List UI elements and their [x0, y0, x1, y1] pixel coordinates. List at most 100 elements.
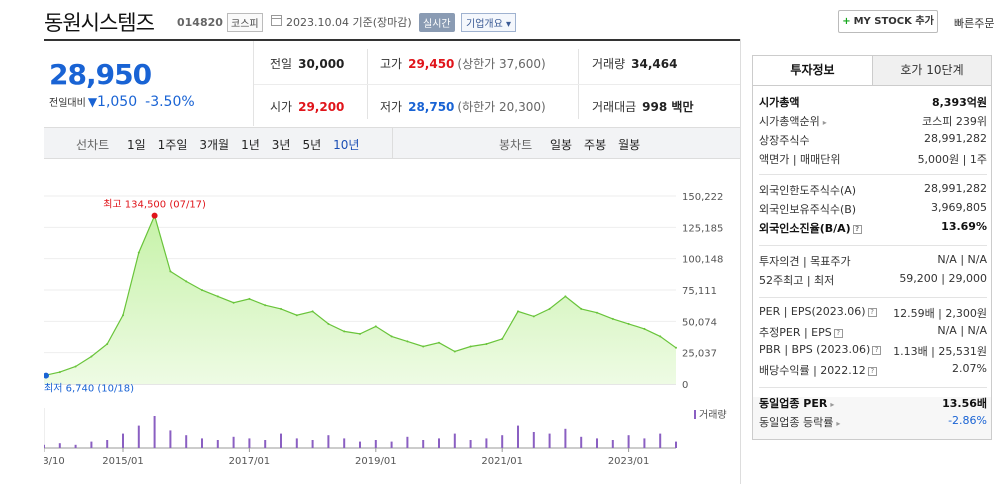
info-value: 13.69% — [941, 220, 987, 233]
info-row: 동일업종 PER ▸ 13.56배 — [759, 395, 987, 413]
volume-bar — [406, 436, 409, 448]
candle-option-0[interactable]: 일봉 — [549, 138, 573, 152]
stat-volume: 거래량 34,464 — [592, 57, 678, 71]
candle-option-1[interactable]: 주봉 — [584, 138, 607, 152]
price-point — [643, 327, 646, 330]
price-chart[interactable]: 150,222 125,185 100,148 75,111 50,074 25,037 0… — [44, 160, 740, 484]
candle-chart-options: 봉차트 일봉 주봉 월봉 — [499, 136, 652, 153]
price-point — [216, 295, 219, 298]
candle-option-2[interactable]: 월봉 — [618, 138, 641, 152]
volume-bar — [501, 435, 504, 448]
info-row: 배당수익률 | 2022.12? 2.07% — [759, 362, 987, 380]
price-point — [169, 270, 172, 273]
volume-bar — [106, 440, 109, 448]
price-point — [659, 335, 662, 338]
info-row: 액면가 | 매매단위 5,000원 | 1주 — [759, 151, 987, 169]
price-point — [580, 307, 583, 310]
info-row: 시가총액순위 ▸ 코스피 239위 — [759, 113, 987, 131]
volume-bar — [611, 440, 614, 448]
change-label: 전일대비 — [49, 98, 86, 109]
info-value: N/A | N/A — [937, 324, 987, 337]
info-row: 외국인보유주식수(B) 3,969,805 — [759, 201, 987, 219]
price-point — [106, 343, 109, 345]
period-option-2[interactable]: 3개월 — [199, 138, 230, 152]
volume-bar — [264, 440, 267, 448]
info-value: 1.13배 | 25,531원 — [893, 345, 987, 358]
info-row: 동일업종 등락률 ▸ -2.86% — [759, 414, 987, 432]
stock-code: 014820 — [177, 16, 223, 29]
caret-right-icon[interactable]: ▸ — [830, 400, 835, 409]
x-tick-label: 2019/01 — [355, 456, 397, 467]
volume-bar — [438, 438, 440, 448]
info-divider — [759, 174, 987, 175]
volume-bar — [675, 441, 677, 448]
info-key: 동일업종 PER ▸ — [759, 397, 835, 410]
price-point — [548, 307, 551, 310]
price-point — [532, 315, 535, 318]
y-tick-label: 150,222 — [682, 192, 723, 203]
price-point — [359, 332, 361, 335]
tab-invest-info[interactable]: 투자정보 — [753, 56, 872, 85]
period-option-1[interactable]: 1주일 — [157, 138, 188, 152]
market-badge: 코스피 — [227, 13, 263, 32]
header-divider — [44, 39, 740, 41]
period-option-6[interactable]: 10년 — [333, 138, 360, 152]
help-icon[interactable]: ? — [852, 224, 862, 234]
info-key: PER | EPS(2023.06)? — [759, 305, 877, 318]
period-selector: 선차트 1일 1주일 3개월 1년 3년 5년 10년 봉차트 일봉 주봉 월봉 — [44, 127, 740, 159]
info-row: 외국인한도주식수(A) 28,991,282 — [759, 182, 987, 200]
volume-legend: 거래량 — [699, 409, 727, 421]
caret-right-icon[interactable]: ▸ — [822, 118, 827, 127]
invest-info-panel: 시가총액 8,393억원 시가총액순위 ▸ 코스피 239위 상장주식수 28,991,28… — [752, 86, 992, 440]
tab-quote-10[interactable]: 호가 10단계 — [872, 56, 991, 85]
info-row: 투자의견 | 목표주가 N/A | N/A — [759, 253, 987, 271]
price-point — [201, 289, 203, 292]
volume-bar — [185, 435, 188, 448]
max-label: 최고 134,500 (07/17) — [103, 199, 206, 211]
volume-bar — [548, 433, 551, 448]
price-point — [311, 310, 314, 313]
stat-open: 시가 29,200 — [270, 100, 345, 114]
company-info-dropdown[interactable]: 기업개요 ▾ — [461, 13, 516, 32]
realtime-button[interactable]: 실시간 — [419, 13, 455, 32]
price-point — [675, 346, 677, 349]
x-tick-label: 2013/10 — [44, 456, 65, 467]
volume-bar — [390, 441, 393, 448]
price-point — [596, 311, 598, 314]
change-percent: -3.50% — [145, 94, 195, 110]
help-icon[interactable]: ? — [867, 366, 877, 376]
info-key: 상장주식수 — [759, 134, 810, 147]
info-value: 13.56배 — [942, 397, 987, 410]
price-point — [422, 345, 425, 348]
period-option-4[interactable]: 3년 — [271, 138, 291, 152]
info-value: 2.07% — [952, 362, 987, 375]
info-value: 28,991,282 — [924, 132, 987, 145]
help-icon[interactable]: ? — [867, 307, 877, 317]
price-point — [137, 251, 140, 254]
info-tabs: 투자정보 호가 10단계 — [752, 55, 992, 86]
y-tick-label: 125,185 — [682, 223, 723, 234]
period-option-0[interactable]: 1일 — [126, 138, 146, 152]
period-option-3[interactable]: 1년 — [241, 138, 260, 152]
caret-right-icon[interactable]: ▸ — [836, 419, 841, 428]
volume-bar — [532, 432, 535, 448]
stat-low: 저가 28,750 (하한가 20,300) — [380, 100, 546, 114]
period-option-5[interactable]: 5년 — [302, 138, 322, 152]
stat-prev-close: 전일 30,000 — [270, 57, 345, 71]
stock-name: 동원시스템즈 — [44, 11, 155, 35]
volume-bar — [359, 441, 361, 448]
volume-bar — [453, 433, 456, 448]
panel-divider — [740, 39, 741, 484]
price-point — [248, 297, 251, 300]
info-key: 시가총액 — [759, 96, 800, 109]
quick-order-link[interactable]: 빠른주문 — [954, 17, 995, 30]
help-icon[interactable]: ? — [833, 328, 843, 338]
help-icon[interactable]: ? — [872, 345, 882, 355]
price-point — [406, 340, 409, 343]
my-stock-add-button[interactable]: + MY STOCK 추가 — [838, 10, 938, 33]
info-key: 외국인보유주식수(B) — [759, 203, 857, 216]
volume-bar — [596, 438, 598, 448]
price-point — [295, 314, 298, 317]
volume-bar — [374, 440, 377, 448]
volume-bar — [422, 440, 425, 448]
